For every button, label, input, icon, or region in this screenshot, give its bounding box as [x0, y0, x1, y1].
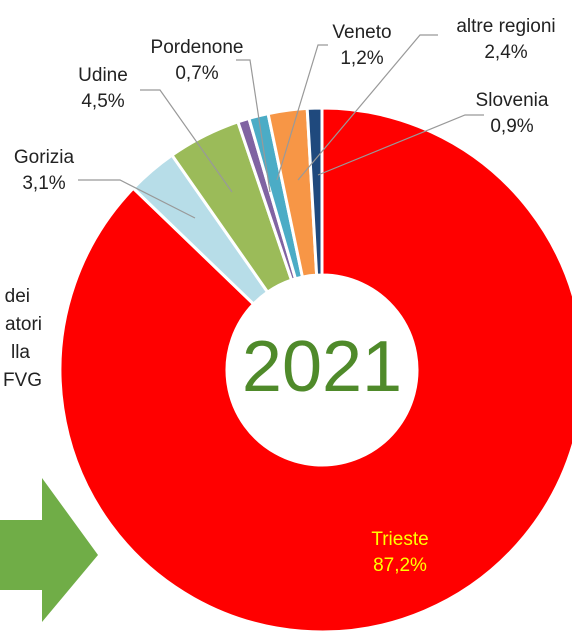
slice-value: 4,5% — [81, 91, 124, 112]
slice-value: 2,4% — [484, 42, 527, 63]
leader-line — [317, 114, 484, 176]
slice-label: Veneto — [332, 22, 391, 43]
leader-line — [140, 89, 233, 193]
arrow — [0, 478, 98, 622]
slice-value: 0,9% — [490, 116, 533, 137]
annotation: FVG — [3, 370, 42, 391]
slice-label: Trieste — [371, 529, 428, 550]
center-label: 2021 — [242, 327, 402, 407]
slice-label: altre regioni — [456, 16, 555, 37]
slice-label: Slovenia — [476, 90, 549, 111]
leader-line — [78, 179, 196, 219]
slice-label: Pordenone — [151, 37, 244, 58]
annotation: atori — [5, 314, 42, 335]
leader-lines — [78, 34, 484, 219]
leader-line — [297, 34, 438, 181]
slices — [58, 106, 572, 634]
annotation: dei — [5, 286, 30, 307]
slice-value: 1,2% — [340, 48, 383, 69]
slice — [58, 106, 572, 634]
slice-value: 3,1% — [22, 173, 65, 194]
annotation: lla — [11, 342, 30, 363]
slice-label: Gorizia — [14, 147, 75, 168]
slice — [305, 106, 324, 277]
leader-line — [236, 59, 271, 193]
slice-value: 0,7% — [175, 63, 218, 84]
slice-label: Udine — [78, 65, 128, 86]
leader-line — [276, 44, 328, 181]
slice-value: 87,2% — [373, 555, 427, 576]
